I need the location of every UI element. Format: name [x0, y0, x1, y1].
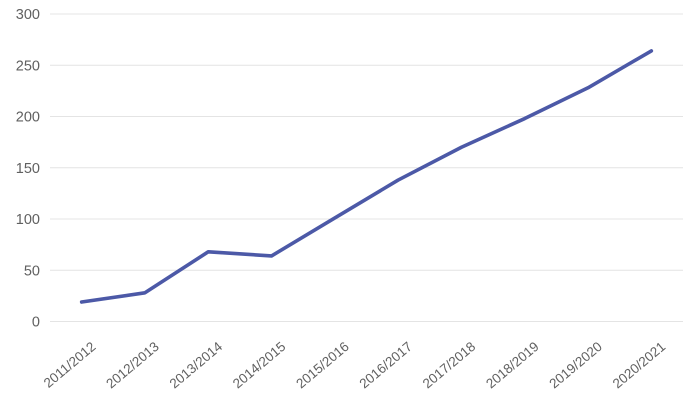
y-tick-label: 0 — [32, 315, 40, 331]
y-tick-label: 100 — [16, 212, 40, 228]
y-tick-label: 250 — [16, 58, 40, 74]
x-tick-label: 2016/2017 — [357, 339, 416, 392]
x-tick-label: 2014/2015 — [230, 339, 289, 392]
x-tick-label: 2020/2021 — [610, 339, 669, 392]
x-tick-label: 2018/2019 — [483, 339, 542, 392]
y-tick-label: 200 — [16, 110, 40, 126]
y-tick-label: 150 — [16, 161, 40, 177]
y-tick-label: 300 — [16, 7, 40, 23]
x-tick-label: 2015/2016 — [293, 339, 352, 392]
y-tick-label: 50 — [24, 263, 40, 279]
x-tick-label: 2017/2018 — [420, 339, 479, 392]
x-tick-label: 2011/2012 — [41, 339, 99, 391]
data-series-line — [79, 49, 654, 304]
x-tick-label: 2013/2014 — [167, 338, 226, 391]
x-tick-label: 2019/2020 — [546, 339, 605, 392]
x-tick-label: 2012/2013 — [103, 339, 162, 392]
